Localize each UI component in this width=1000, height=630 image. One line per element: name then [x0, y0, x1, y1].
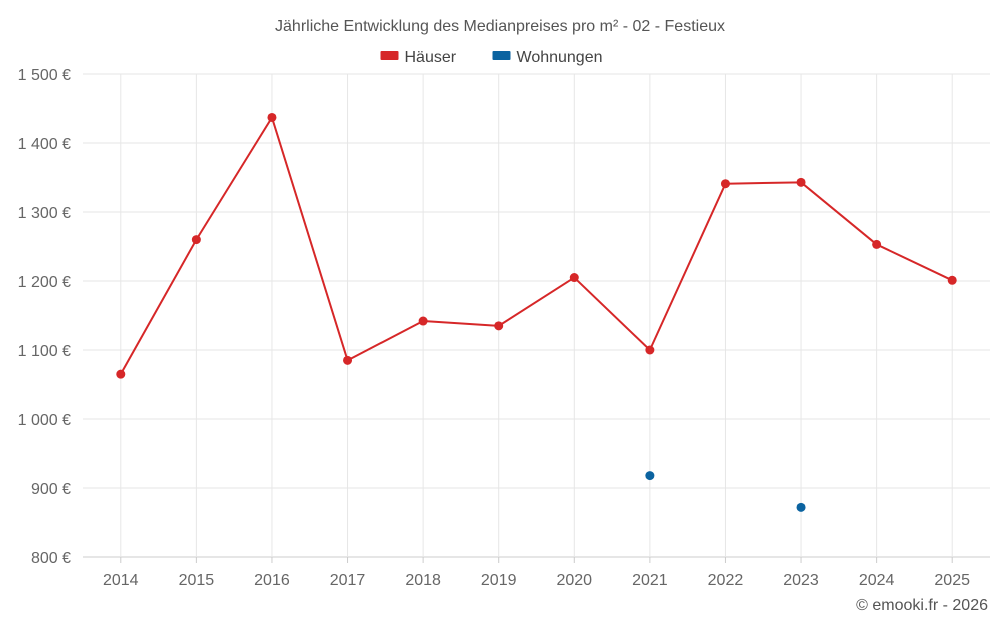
legend-item[interactable]: Wohnungen: [492, 49, 603, 66]
data-point[interactable]: [116, 369, 126, 379]
x-tick-label: 2022: [708, 572, 744, 589]
data-point[interactable]: [343, 355, 353, 365]
grid-layer: [83, 73, 990, 558]
data-point[interactable]: [872, 239, 882, 249]
series-Häuser: [116, 112, 957, 379]
legend-swatch: [380, 51, 399, 60]
series-layer: [116, 112, 957, 512]
y-tick-label: 900 €: [31, 481, 71, 498]
data-point[interactable]: [494, 321, 504, 331]
data-point[interactable]: [796, 502, 806, 512]
series-line: [119, 116, 953, 375]
data-point[interactable]: [720, 179, 730, 189]
data-point[interactable]: [569, 273, 579, 283]
data-point[interactable]: [191, 235, 201, 245]
x-tick-label: 2015: [179, 572, 215, 589]
data-point[interactable]: [645, 471, 655, 481]
y-tick-label: 1 400 €: [18, 136, 71, 153]
x-tick-label: 2025: [934, 572, 970, 589]
y-tick-label: 1 000 €: [18, 412, 71, 429]
legend-label: Häuser: [405, 49, 457, 66]
chart-title: Jährliche Entwicklung des Medianpreises …: [275, 18, 725, 35]
x-tick-label: 2024: [859, 572, 895, 589]
x-tick-label: 2021: [632, 572, 668, 589]
legend-item[interactable]: Häuser: [380, 49, 457, 66]
x-tick-label: 2014: [103, 572, 139, 589]
y-tick-label: 800 €: [31, 550, 71, 567]
data-point[interactable]: [796, 177, 806, 187]
x-tick-label: 2016: [254, 572, 290, 589]
x-tick-label: 2020: [556, 572, 592, 589]
legend-swatch: [492, 51, 511, 60]
legend-label: Wohnungen: [517, 49, 603, 66]
credit-text: © emooki.fr - 2026: [856, 597, 988, 614]
data-point[interactable]: [418, 316, 428, 326]
x-tick-label: 2023: [783, 572, 819, 589]
data-point[interactable]: [645, 345, 655, 355]
x-tick-label: 2017: [330, 572, 366, 589]
y-tick-label: 1 500 €: [18, 67, 71, 84]
x-tick-label: 2018: [405, 572, 441, 589]
axis-layer: 800 € 900 € 1 000 € 1 100 € 1 200 € 1 300 € 1 …: [18, 67, 970, 589]
data-point[interactable]: [947, 275, 957, 285]
x-tick-label: 2019: [481, 572, 517, 589]
y-tick-label: 1 300 €: [18, 205, 71, 222]
y-tick-label: 1 100 €: [18, 343, 71, 360]
series-Wohnungen: [645, 471, 806, 512]
legend: Häuser Wohnungen: [380, 49, 603, 66]
y-tick-label: 1 200 €: [18, 274, 71, 291]
data-point[interactable]: [267, 112, 277, 122]
